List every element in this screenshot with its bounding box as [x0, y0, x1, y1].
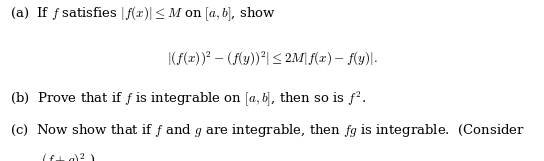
Text: (a)  If $f$ satisfies $|f(x)| \leq M$ on $[a, b]$, show: (a) If $f$ satisfies $|f(x)| \leq M$ on … — [10, 5, 275, 23]
Text: (b)  Prove that if $f$ is integrable on $[a, b]$, then so is $f^2$.: (b) Prove that if $f$ is integrable on $… — [10, 89, 366, 108]
Text: $(f+g)^2$.): $(f+g)^2$.) — [41, 152, 95, 161]
Text: $|(f(x))^2 - (f(y))^2| \leq 2M|f(x) - f(y)|.$: $|(f(x))^2 - (f(y))^2| \leq 2M|f(x) - f(… — [166, 50, 378, 68]
Text: (c)  Now show that if $f$ and $g$ are integrable, then $fg$ is integrable.  (Con: (c) Now show that if $f$ and $g$ are int… — [10, 122, 525, 139]
